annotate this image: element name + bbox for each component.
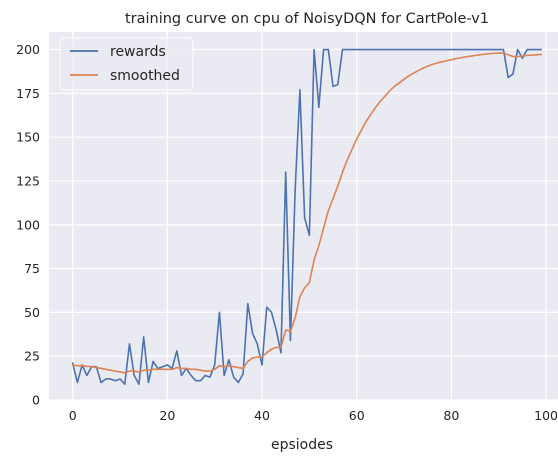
x-tick-label: 0	[69, 408, 77, 423]
x-tick-label: 40	[254, 408, 270, 423]
y-tick-label: 25	[24, 349, 40, 364]
series-line-smoothed	[71, 52, 543, 374]
series-lines	[71, 48, 543, 386]
legend-label-rewards: rewards	[110, 44, 166, 60]
legend-label-smoothed: smoothed	[110, 68, 180, 84]
y-tick-label: 200	[16, 42, 40, 57]
y-tick-label: 50	[24, 305, 40, 320]
x-tick-label: 80	[443, 408, 459, 423]
y-tick-label: 175	[16, 86, 40, 101]
x-tick-label: 20	[159, 408, 175, 423]
y-tick-label: 75	[24, 261, 40, 276]
y-tick-label: 150	[16, 130, 40, 145]
x-tick-label: 60	[349, 408, 365, 423]
y-tick-label: 125	[16, 173, 40, 188]
tick-labels: 0 20 40 60 80 100 0 25 50 75 100 125 150 175 200	[16, 42, 558, 423]
y-tick-label: 0	[32, 393, 40, 408]
legend: rewards smoothed	[59, 37, 194, 91]
chart-title: training curve on cpu of NoisyDQN for Ca…	[125, 11, 489, 27]
x-axis-label: epsiodes	[271, 437, 333, 453]
x-tick-label: 100	[534, 408, 558, 423]
series-line-rewards	[71, 48, 543, 386]
y-tick-label: 100	[16, 217, 40, 232]
